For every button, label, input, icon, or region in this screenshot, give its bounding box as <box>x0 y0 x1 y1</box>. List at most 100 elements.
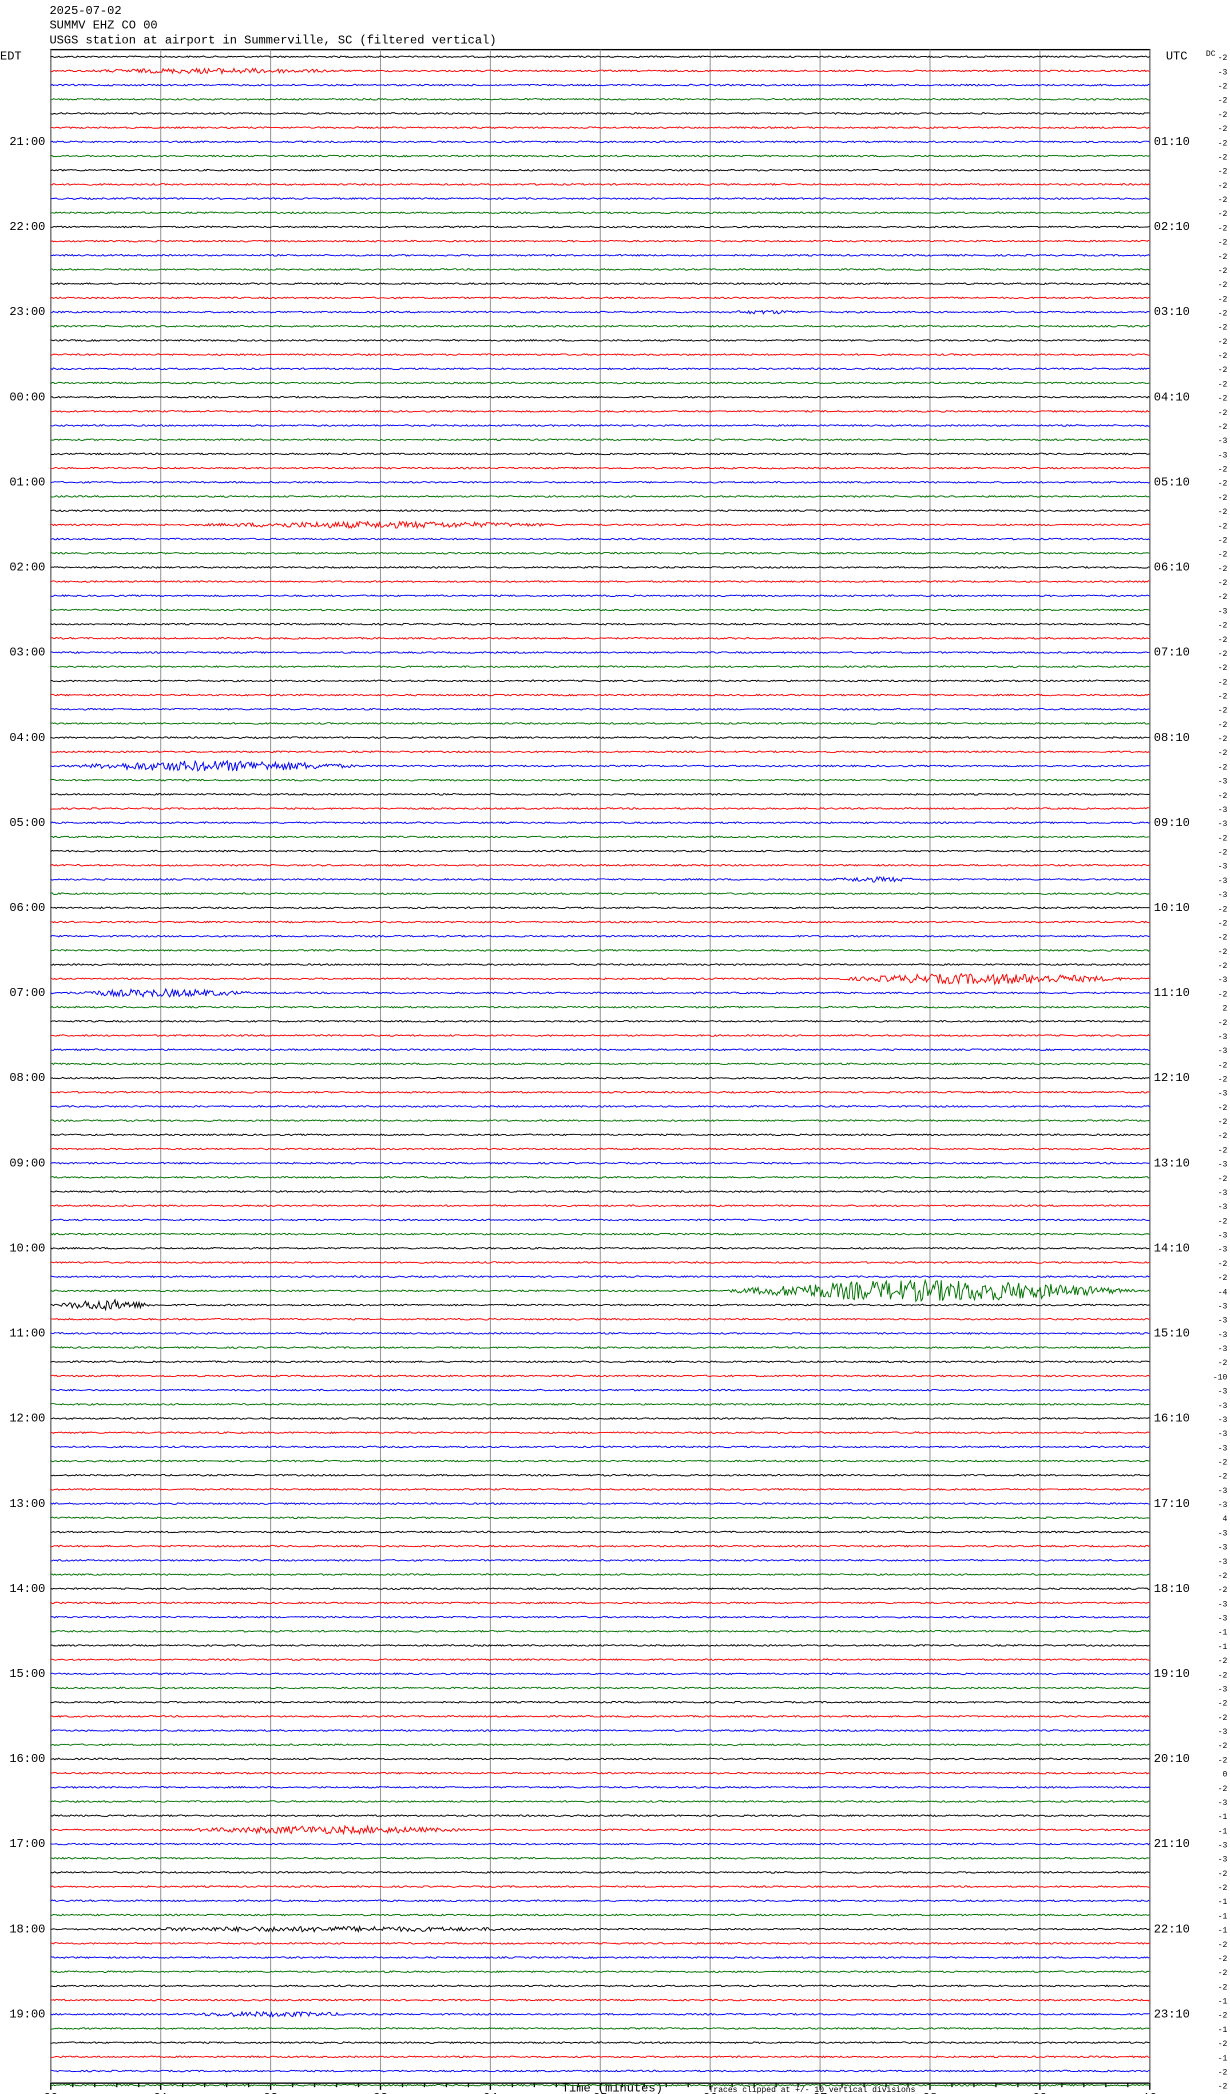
dc-offset: -2 <box>1218 551 1228 560</box>
dc-offset: -2 <box>1218 1118 1228 1127</box>
left-time-label: 15:00 <box>9 1667 45 1681</box>
dc-offset: -2 <box>1218 1714 1228 1723</box>
dc-offset: -2 <box>1218 466 1228 475</box>
x-tick-label: 07 <box>813 2091 827 2094</box>
right-time-label: 07:10 <box>1154 646 1190 660</box>
trace <box>50 906 1150 910</box>
right-time-label: 02:10 <box>1154 220 1190 234</box>
dc-offset: -2 <box>1218 1969 1228 1978</box>
trace <box>50 225 1151 229</box>
dc-offset: -2 <box>1218 1742 1228 1751</box>
dc-offset: -2 <box>1218 1459 1228 1468</box>
dc-offset: -3 <box>1218 1345 1228 1354</box>
dc-offset: -3 <box>1218 877 1228 886</box>
trace <box>50 83 1150 87</box>
trace <box>50 1757 1151 1761</box>
trace <box>50 1658 1150 1662</box>
right-time-label: 22:10 <box>1154 1922 1190 1936</box>
dc-offset: -2 <box>1218 168 1228 177</box>
dc-offset: -2 <box>1218 664 1228 673</box>
left-time-label: 14:00 <box>9 1582 45 1596</box>
x-tick-label: 01 <box>153 2091 167 2094</box>
dc-offset: -2 <box>1218 565 1228 574</box>
dc-offset: -3 <box>1218 1161 1228 1170</box>
trace <box>50 1941 1150 1945</box>
dc-offset: -1 <box>1218 1898 1228 1907</box>
x-tick-label: 09 <box>1033 2091 1047 2094</box>
dc-offset: -2 <box>1218 735 1228 744</box>
trace <box>50 438 1150 442</box>
trace <box>50 1317 1150 1321</box>
dc-offset: -3 <box>1218 1090 1228 1099</box>
trace <box>50 1516 1150 1520</box>
trace <box>50 792 1150 796</box>
trace <box>50 309 1150 315</box>
right-time-label: 05:10 <box>1154 475 1190 489</box>
dc-offset: -2 <box>1218 593 1228 602</box>
trace <box>50 963 1150 967</box>
trace <box>50 1913 1150 1917</box>
trace <box>50 1275 1150 1279</box>
right-time-label: 21:10 <box>1154 1837 1190 1851</box>
trace <box>50 1601 1150 1605</box>
dc-offset: -2 <box>1218 2068 1228 2077</box>
dc-offset: -3 <box>1218 1430 1228 1439</box>
trace <box>50 2041 1150 2045</box>
trace <box>50 1643 1150 1647</box>
trace <box>50 126 1150 130</box>
trace <box>50 409 1150 413</box>
trace <box>50 1076 1151 1080</box>
dc-offset: -2 <box>1218 281 1228 290</box>
dc-offset: -2 <box>1218 990 1228 999</box>
trace <box>50 140 1151 144</box>
dc-offset: -2 <box>1218 849 1228 858</box>
dc-offset: -2 <box>1218 253 1228 262</box>
chart-title: USGS station at airport in Summerville, … <box>49 33 496 47</box>
trace <box>50 1814 1151 1818</box>
trace <box>50 154 1151 158</box>
trace <box>50 1899 1151 1903</box>
right-time-label: 19:10 <box>1154 1667 1190 1681</box>
trace <box>50 1925 1151 1934</box>
dc-offset: -2 <box>1218 1756 1228 1765</box>
dc-offset: -2 <box>1218 905 1228 914</box>
dc-offset: -2 <box>1218 962 1228 971</box>
trace <box>50 1473 1151 1477</box>
dc-offset: -2 <box>1218 139 1228 148</box>
dc-offset: -3 <box>1218 1842 1228 1851</box>
trace <box>50 1956 1150 1959</box>
dc-offset: -3 <box>1218 68 1228 77</box>
trace <box>50 1686 1151 1690</box>
trace <box>50 67 1151 75</box>
dc-offset: 2 <box>1223 1005 1228 1014</box>
dc-offset: -2 <box>1218 792 1228 801</box>
right-time-label: 11:10 <box>1154 986 1190 1000</box>
x-tick-label: 03 <box>373 2091 387 2094</box>
dc-offset: -2 <box>1218 239 1228 248</box>
x-tick-label: 00 <box>44 2091 58 2094</box>
left-time-label: 12:00 <box>9 1412 45 1426</box>
dc-offset: -1 <box>1218 2054 1228 2063</box>
trace <box>50 537 1151 541</box>
dc-offset: -1 <box>1218 1998 1228 2007</box>
dc-offset: -3 <box>1218 1047 1228 1056</box>
trace <box>50 651 1150 654</box>
right-time-label: 06:10 <box>1154 561 1190 575</box>
dc-offset: -2 <box>1218 1983 1228 1992</box>
left-time-label: 23:00 <box>9 305 45 319</box>
dc-offset: -2 <box>1218 763 1228 772</box>
dc-offset: -2 <box>1218 338 1228 347</box>
trace <box>50 693 1150 697</box>
dc-offset: -2 <box>1218 522 1228 531</box>
trace <box>50 1019 1150 1023</box>
dc-offset: -3 <box>1218 1487 1228 1496</box>
trace <box>50 1119 1150 1123</box>
dc-offset: -2 <box>1218 1104 1228 1113</box>
trace <box>50 1785 1151 1789</box>
dc-offset: -3 <box>1218 1799 1228 1808</box>
right-time-label: 18:10 <box>1154 1582 1190 1596</box>
dc-offset: -10 <box>1213 1373 1228 1382</box>
dc-offset: -2 <box>1218 1870 1228 1879</box>
dc-offset: -2 <box>1218 111 1228 120</box>
